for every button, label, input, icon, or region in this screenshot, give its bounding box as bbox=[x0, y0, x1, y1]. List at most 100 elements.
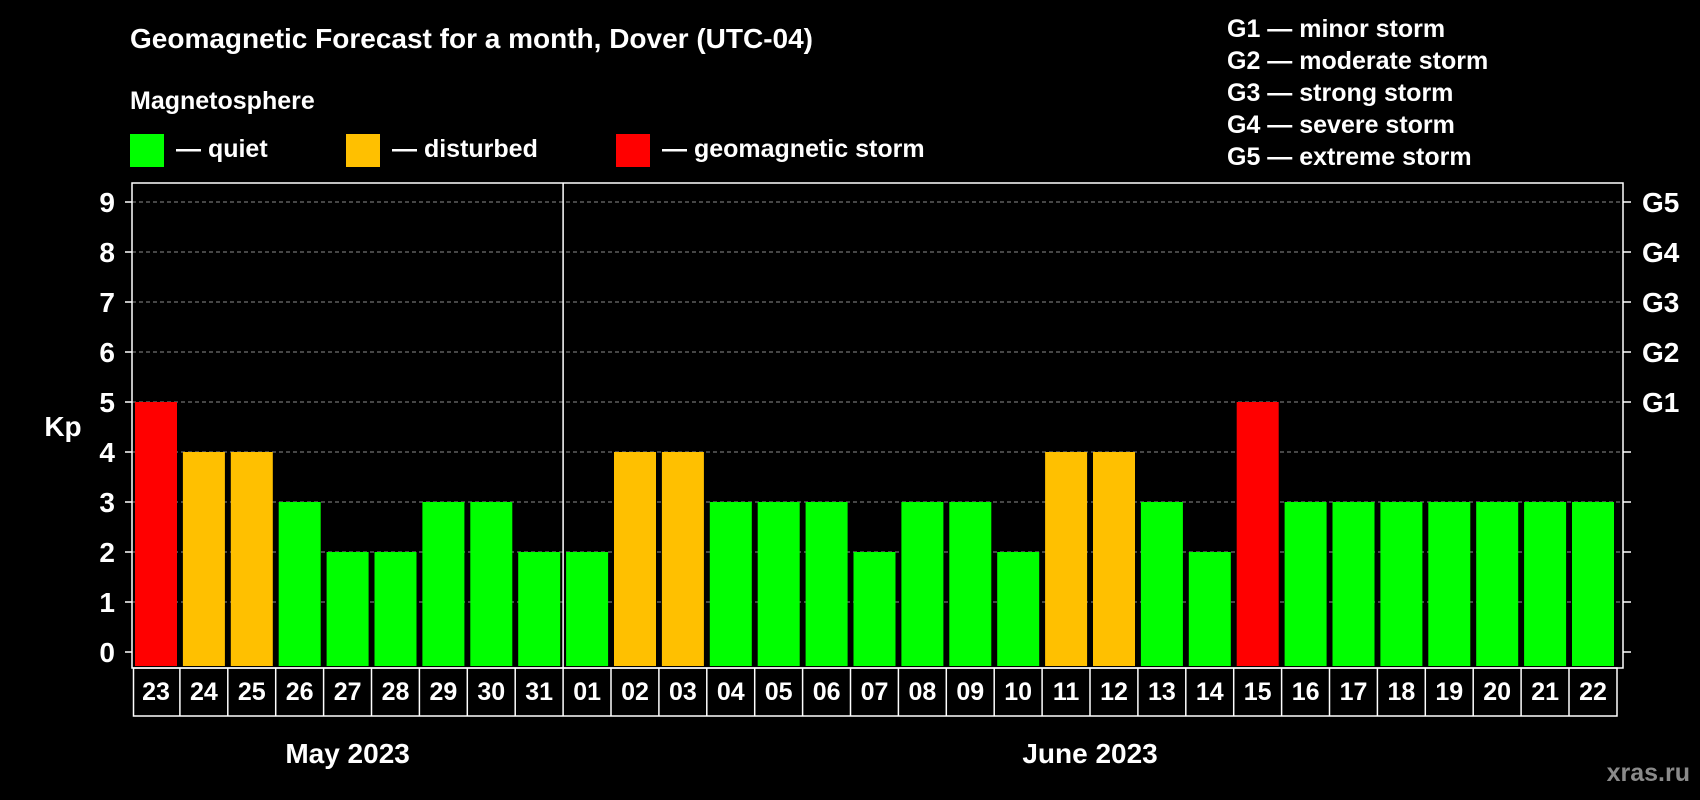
legend-label: — geomagnetic storm bbox=[662, 135, 925, 163]
month-labels: May 2023 June 2023 bbox=[285, 738, 1157, 769]
x-tick-label: 28 bbox=[382, 678, 410, 706]
bar bbox=[1332, 502, 1375, 666]
bar bbox=[1572, 502, 1614, 666]
legend-swatch bbox=[130, 134, 164, 167]
y-axis: 0 1 2 3 4 5 6 7 8 9 bbox=[99, 187, 132, 668]
bar bbox=[1188, 552, 1231, 666]
x-tick-label: 24 bbox=[190, 678, 218, 706]
x-tick-label: 12 bbox=[1100, 678, 1128, 706]
month-label: June 2023 bbox=[1022, 738, 1157, 769]
bar bbox=[135, 402, 177, 666]
storm-scale-item: G4 — severe storm bbox=[1227, 111, 1455, 139]
right-axis-label: G3 bbox=[1642, 287, 1679, 318]
bar bbox=[1476, 502, 1519, 666]
bar bbox=[1093, 452, 1135, 666]
x-tick-label: 25 bbox=[238, 678, 266, 706]
y-tick-label: 4 bbox=[99, 437, 115, 468]
legend-label: — quiet bbox=[176, 135, 268, 163]
storm-scale-item: G5 — extreme storm bbox=[1227, 143, 1472, 171]
bar bbox=[470, 502, 513, 666]
y-tick-label: 8 bbox=[99, 237, 115, 268]
x-tick-label: 14 bbox=[1196, 678, 1224, 706]
right-axis: G1 G2 G3 G4 G5 bbox=[1623, 187, 1680, 653]
bar bbox=[518, 552, 561, 666]
x-tick-label: 06 bbox=[813, 678, 841, 706]
bar bbox=[230, 452, 273, 666]
x-tick-label: 03 bbox=[669, 678, 697, 706]
storm-scale-item: G1 — minor storm bbox=[1227, 15, 1445, 43]
storm-scale-legend: G1 — minor storm G2 — moderate storm G3 — … bbox=[1227, 15, 1488, 171]
legend-label: — disturbed bbox=[392, 135, 538, 163]
bar bbox=[374, 552, 417, 666]
bar bbox=[566, 552, 609, 666]
bar bbox=[997, 552, 1040, 666]
bar bbox=[949, 502, 992, 666]
x-tick-label: 21 bbox=[1531, 678, 1559, 706]
month-label: May 2023 bbox=[285, 738, 410, 769]
x-tick-label: 18 bbox=[1387, 678, 1415, 706]
x-tick-label: 10 bbox=[1004, 678, 1032, 706]
bar bbox=[709, 502, 752, 666]
y-tick-label: 1 bbox=[99, 587, 115, 618]
x-tick-label: 26 bbox=[286, 678, 314, 706]
date-axis-frame bbox=[132, 667, 1618, 717]
y-tick-label: 6 bbox=[99, 337, 115, 368]
x-tick-label: 08 bbox=[908, 678, 936, 706]
x-tick-label: 23 bbox=[142, 678, 170, 706]
bar bbox=[1284, 502, 1327, 666]
right-axis-label: G1 bbox=[1642, 387, 1679, 418]
y-tick-label: 7 bbox=[99, 287, 115, 318]
bar bbox=[326, 552, 369, 666]
legend-swatch bbox=[616, 134, 650, 167]
bar bbox=[1428, 502, 1471, 666]
bar bbox=[757, 502, 800, 666]
x-tick-label: 15 bbox=[1244, 678, 1272, 706]
y-tick-label: 3 bbox=[99, 487, 115, 518]
bars bbox=[135, 402, 1614, 666]
y-tick-label: 2 bbox=[99, 537, 115, 568]
bar bbox=[1236, 402, 1279, 666]
bar bbox=[1140, 502, 1183, 666]
x-tick-label: 20 bbox=[1483, 678, 1511, 706]
bar bbox=[1380, 502, 1423, 666]
y-tick-label: 0 bbox=[99, 637, 115, 668]
y-tick-label: 5 bbox=[99, 387, 115, 418]
x-axis: 23 24 25 26 27 28 29 30 31 01 02 03 04 05 06 07 08 09 10 11… bbox=[132, 667, 1618, 717]
storm-scale-item: G3 — strong storm bbox=[1227, 79, 1453, 107]
bar bbox=[1045, 452, 1088, 666]
x-tick-label: 05 bbox=[765, 678, 793, 706]
bar bbox=[805, 502, 848, 666]
chart-title: Geomagnetic Forecast for a month, Dover … bbox=[130, 23, 813, 54]
bar bbox=[182, 452, 225, 666]
chart-subtitle: Magnetosphere bbox=[130, 87, 315, 115]
y-tick-label: 9 bbox=[99, 187, 115, 218]
right-axis-label: G2 bbox=[1642, 337, 1679, 368]
bar bbox=[278, 502, 321, 666]
x-tick-label: 30 bbox=[477, 678, 505, 706]
x-tick-label: 01 bbox=[573, 678, 601, 706]
x-tick-label: 13 bbox=[1148, 678, 1176, 706]
bar bbox=[853, 552, 896, 666]
y-axis-label: Kp bbox=[44, 411, 81, 442]
watermark: xras.ru bbox=[1607, 759, 1690, 787]
x-tick-label: 19 bbox=[1435, 678, 1463, 706]
x-tick-label: 31 bbox=[525, 678, 553, 706]
x-tick-label: 16 bbox=[1292, 678, 1320, 706]
bar bbox=[661, 452, 704, 666]
right-axis-label: G4 bbox=[1642, 237, 1680, 268]
legend: — quiet — disturbed — geomagnetic storm bbox=[130, 134, 925, 167]
x-tick-label: 09 bbox=[956, 678, 984, 706]
x-tick-label: 02 bbox=[621, 678, 649, 706]
right-axis-label: G5 bbox=[1642, 187, 1679, 218]
x-tick-label: 22 bbox=[1579, 678, 1607, 706]
x-tick-label: 07 bbox=[861, 678, 889, 706]
x-tick-label: 17 bbox=[1340, 678, 1368, 706]
storm-scale-item: G2 — moderate storm bbox=[1227, 47, 1488, 75]
bar bbox=[614, 452, 656, 666]
bar bbox=[901, 502, 944, 666]
x-tick-label: 11 bbox=[1053, 678, 1080, 706]
bar bbox=[422, 502, 465, 666]
x-tick-label: 29 bbox=[429, 678, 457, 706]
x-tick-label: 27 bbox=[334, 678, 362, 706]
